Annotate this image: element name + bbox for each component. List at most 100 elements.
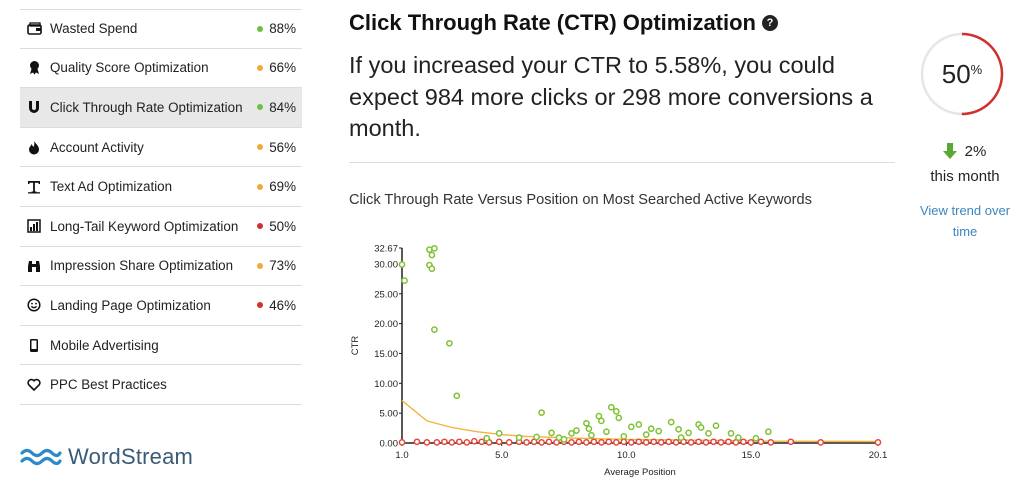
red-data-point xyxy=(605,438,613,446)
y-tick-label: 30.00 xyxy=(374,259,398,270)
green-data-point xyxy=(685,429,692,437)
y-axis-label: CTR xyxy=(350,336,361,356)
red-data-point xyxy=(538,439,545,446)
red-data-point xyxy=(725,438,732,446)
mobile-icon xyxy=(26,337,42,353)
red-data-point xyxy=(495,438,503,446)
green-data-point xyxy=(677,434,685,441)
score-ring-arc xyxy=(920,32,1004,116)
magnet-icon xyxy=(26,99,42,115)
score-percent: 56% xyxy=(269,139,296,155)
green-data-point xyxy=(573,427,580,434)
arrow-down-icon xyxy=(942,143,957,159)
score-value: 50% xyxy=(920,32,1004,116)
score-percent: 69% xyxy=(269,179,296,195)
sidebar-nav: Wasted Spend 88% Quality Score Optimizatio… xyxy=(20,9,302,405)
green-data-point xyxy=(598,417,605,425)
sidebar-item[interactable]: Impression Share Optimization 73% xyxy=(20,247,302,287)
divider xyxy=(349,162,895,163)
red-data-point xyxy=(545,438,553,446)
y-tick-label: 0.00 xyxy=(380,439,399,450)
red-data-point xyxy=(702,439,710,446)
red-data-point xyxy=(598,439,605,446)
wallet-icon xyxy=(26,21,42,37)
green-data-point xyxy=(483,434,491,442)
red-data-point xyxy=(505,439,513,446)
x-tick-label: 1.0 xyxy=(395,450,408,461)
trend-change: 2% xyxy=(920,142,1008,160)
red-data-point xyxy=(583,439,590,446)
score-gauge: 50% xyxy=(920,32,1004,116)
sidebar-item-label: Quality Score Optimization xyxy=(50,60,209,76)
red-data-point xyxy=(470,437,478,445)
ctr-summary: If you increased your CTR to 5.58%, you … xyxy=(349,52,873,141)
y-tick-label: 15.00 xyxy=(374,349,398,360)
y-tick-label: 10.00 xyxy=(374,379,398,390)
green-data-point xyxy=(431,326,438,333)
text-icon xyxy=(26,179,42,195)
green-data-point xyxy=(727,430,735,437)
green-data-point xyxy=(612,408,620,415)
red-data-point xyxy=(787,438,795,446)
green-data-point xyxy=(647,425,655,433)
red-data-point xyxy=(642,439,650,446)
status-dot xyxy=(257,104,264,111)
sidebar-item-score: 69% xyxy=(257,179,296,194)
red-data-point xyxy=(612,439,620,446)
sidebar-item-label: PPC Best Practices xyxy=(50,377,167,393)
sidebar-item[interactable]: Mobile Advertising xyxy=(20,326,302,366)
y-tick-label: 32.67 xyxy=(374,244,398,255)
green-data-point xyxy=(585,425,593,433)
y-tick-label: 25.00 xyxy=(374,289,398,300)
green-data-point xyxy=(735,434,742,441)
score-number: 50 xyxy=(941,58,971,89)
sidebar-item-label: Wasted Spend xyxy=(50,21,138,37)
sidebar-item[interactable]: Click Through Rate Optimization 84% xyxy=(20,88,302,128)
green-data-point xyxy=(675,425,682,433)
view-trend-link[interactable]: View trend over time xyxy=(919,203,1011,239)
wordstream-logo[interactable]: WordStream xyxy=(20,444,193,470)
trend-value: 2% xyxy=(964,142,987,160)
trend-period: this month xyxy=(930,168,1000,185)
status-dot xyxy=(257,262,264,269)
sidebar-item[interactable]: Quality Score Optimization 66% xyxy=(20,49,302,89)
green-data-point xyxy=(538,409,545,416)
sidebar-item[interactable]: Text Ad Optimization 69% xyxy=(20,167,302,207)
red-data-point xyxy=(441,438,448,446)
score-percent: 46% xyxy=(269,297,296,313)
sidebar-item-score: 84% xyxy=(257,100,296,115)
red-data-point xyxy=(740,438,747,446)
green-data-point xyxy=(583,419,590,427)
red-data-point xyxy=(717,439,725,446)
red-data-point xyxy=(455,438,463,446)
status-dot xyxy=(257,64,264,71)
wave-logo-icon xyxy=(20,448,62,466)
sidebar-item[interactable]: Long-Tail Keyword Optimization 50% xyxy=(20,207,302,247)
green-data-point xyxy=(588,431,595,439)
green-data-point xyxy=(533,433,540,441)
sidebar-item-score: 66% xyxy=(257,60,296,75)
help-icon[interactable]: ? xyxy=(762,15,778,31)
sidebar-item-score: 50% xyxy=(257,219,296,234)
sidebar-item[interactable]: PPC Best Practices xyxy=(20,365,302,405)
score-ring xyxy=(920,32,1004,116)
green-data-point xyxy=(401,277,408,284)
red-data-point xyxy=(575,438,583,446)
sidebar-item[interactable]: Account Activity 56% xyxy=(20,128,302,168)
green-data-point xyxy=(752,434,760,442)
green-data-point xyxy=(620,433,628,440)
red-data-point xyxy=(817,439,825,446)
red-data-point xyxy=(747,439,755,446)
red-data-point xyxy=(523,439,530,446)
red-data-point xyxy=(423,439,431,446)
sidebar-item[interactable]: Wasted Spend 88% xyxy=(20,9,302,49)
green-data-point xyxy=(697,424,705,431)
red-data-point xyxy=(448,439,456,446)
red-data-point xyxy=(463,439,471,446)
sidebar-item[interactable]: Landing Page Optimization 46% xyxy=(20,286,302,326)
green-data-point xyxy=(705,430,712,437)
status-dot xyxy=(257,25,264,32)
red-data-point xyxy=(433,439,441,446)
score-percent: 73% xyxy=(269,258,296,274)
x-tick-label: 5.0 xyxy=(495,450,508,461)
